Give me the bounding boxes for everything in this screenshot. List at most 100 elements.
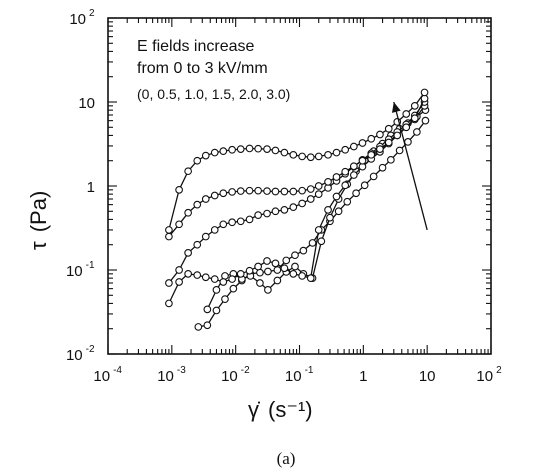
data-point <box>193 200 202 209</box>
data-point <box>245 215 254 224</box>
data-point <box>219 189 228 198</box>
y-tick-label: 10 2 <box>69 8 95 28</box>
data-point <box>210 275 219 283</box>
axis-ticks <box>107 17 492 355</box>
x-tick-label: 10 -1 <box>285 365 314 385</box>
annotation-line-3: (0, 0.5, 1.0, 1.5, 2.0, 3.0) <box>137 86 290 102</box>
arrow-shaft <box>393 101 428 231</box>
data-point <box>317 237 326 246</box>
data-point <box>280 206 289 214</box>
data-point <box>175 278 183 286</box>
data-point <box>349 162 358 171</box>
data-point <box>343 197 352 206</box>
data-point <box>254 211 262 219</box>
data-point <box>299 246 308 255</box>
data-point <box>194 323 203 331</box>
series-6 <box>165 88 429 234</box>
data-point <box>254 144 262 153</box>
data-point <box>273 266 282 274</box>
data-point <box>236 187 245 195</box>
data-point <box>236 145 245 153</box>
data-point <box>282 256 291 265</box>
x-tick-label-exponent: 2 <box>496 365 502 376</box>
data-point <box>236 269 245 278</box>
data-point <box>413 128 421 136</box>
series-1 <box>194 116 430 331</box>
data-point <box>349 142 358 151</box>
data-point <box>404 138 412 146</box>
data-point <box>175 220 183 229</box>
data-point <box>410 114 419 123</box>
y-tick-label: 1 <box>87 179 95 196</box>
data-point <box>271 259 280 268</box>
data-point <box>280 148 289 157</box>
data-point <box>184 249 192 257</box>
data-point <box>228 275 236 283</box>
data-point <box>421 116 430 125</box>
x-axis-unit: (s⁻¹) <box>268 397 313 422</box>
data-point <box>376 130 384 139</box>
data-point <box>212 306 221 315</box>
data-point <box>402 110 411 118</box>
data-point <box>219 278 228 286</box>
y-axis-label-text: τ (Pa) <box>26 191 51 250</box>
series-5 <box>165 94 429 241</box>
data-point <box>369 172 378 181</box>
data-point <box>332 173 341 181</box>
data-point <box>341 145 350 154</box>
data-point <box>289 269 298 278</box>
data-point <box>367 134 376 143</box>
x-tick-label: 1 <box>359 368 367 385</box>
data-point <box>402 123 411 132</box>
y-axis-symbol: τ <box>26 241 51 250</box>
data-point <box>308 239 317 247</box>
data-point <box>254 262 262 271</box>
x-tick-label-exponent: -1 <box>305 365 314 376</box>
data-point <box>264 267 272 276</box>
data-point <box>263 145 271 153</box>
data-point <box>341 181 350 190</box>
y-axis-label: τ (Pa) <box>26 191 51 250</box>
data-point <box>324 178 332 186</box>
x-tick-label: 10 2 <box>476 365 502 385</box>
data-point <box>203 321 212 330</box>
data-point <box>210 226 219 234</box>
x-tick-label-exponent: -4 <box>113 365 122 376</box>
data-point <box>352 189 360 198</box>
data-point <box>254 186 262 195</box>
y-tick-label-exponent: 2 <box>89 8 95 19</box>
tick-labels: 10 -4 10 -3 10 -2 10 -1 1 10 10 2 10 -2 10 -1 1 10 10 2 <box>66 8 502 385</box>
data-point <box>298 199 306 208</box>
data-point <box>212 286 221 294</box>
y-axis-unit: (Pa) <box>26 191 51 233</box>
data-point <box>203 305 212 314</box>
data-point <box>298 152 306 161</box>
data-point <box>184 208 192 217</box>
data-point <box>264 286 272 294</box>
data-point <box>201 273 210 282</box>
data-point <box>210 191 219 200</box>
data-point <box>324 150 332 159</box>
data-point <box>324 206 332 214</box>
data-point <box>349 171 358 179</box>
annotation-line-1: E fields increase <box>137 38 254 55</box>
y-tick-label: 10 -1 <box>66 260 95 280</box>
data-point <box>358 156 367 165</box>
data-point <box>358 139 367 147</box>
data-point <box>221 295 229 303</box>
data-point <box>387 155 395 164</box>
annotation-line-2: from 0 to 3 kV/mm <box>137 60 268 77</box>
data-point <box>376 145 384 153</box>
data-point <box>367 150 376 159</box>
data-point <box>306 195 315 203</box>
data-point <box>245 266 254 275</box>
data-point <box>245 144 254 153</box>
data-point <box>289 203 298 212</box>
data-point <box>228 188 236 196</box>
arrow-head <box>391 102 401 113</box>
x-axis-label: γ̇ (s⁻¹) <box>248 397 313 422</box>
y-tick-label-exponent: -2 <box>86 344 95 355</box>
data-point <box>314 226 323 234</box>
data-point <box>184 167 192 176</box>
data-point <box>314 152 323 161</box>
